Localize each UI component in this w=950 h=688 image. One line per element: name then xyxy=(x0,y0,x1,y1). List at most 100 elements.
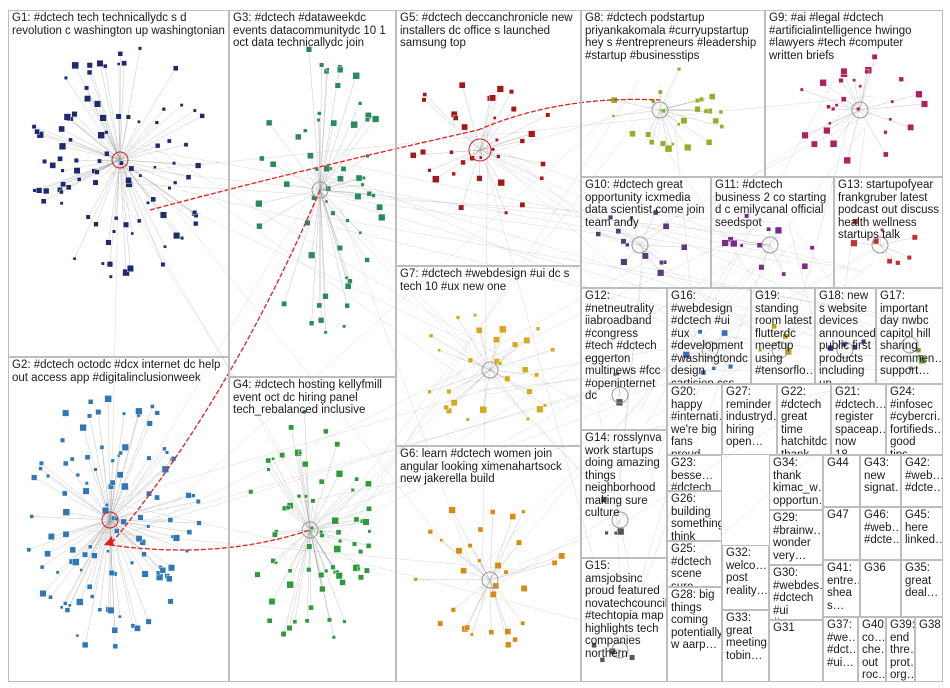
node-marker xyxy=(811,140,818,148)
node-marker xyxy=(180,236,184,240)
inter-group-edge xyxy=(107,95,873,175)
edge-line xyxy=(308,49,321,191)
node-marker xyxy=(915,90,923,98)
group-label-g15: G15: amsjobsinc proud featured novatechc… xyxy=(585,560,667,660)
group-box-g10: G10: #dctech great opportunity icxmedia … xyxy=(581,177,711,288)
edge-line xyxy=(119,110,195,161)
node-marker xyxy=(104,503,109,507)
inter-group-edge xyxy=(477,257,653,358)
inter-group-edge xyxy=(299,371,921,504)
node-marker xyxy=(308,604,314,611)
node-marker xyxy=(304,494,308,499)
node-marker xyxy=(173,65,179,72)
node-marker xyxy=(106,261,113,268)
node-marker xyxy=(337,66,344,73)
node-marker xyxy=(40,198,47,204)
edge-line xyxy=(489,369,546,406)
node-marker xyxy=(490,591,497,598)
node-marker xyxy=(512,636,518,643)
node-marker xyxy=(841,341,848,347)
node-marker xyxy=(358,549,364,555)
hub-loop xyxy=(871,236,889,254)
node-marker xyxy=(84,481,89,486)
edge-line xyxy=(67,116,121,161)
node-marker xyxy=(76,598,84,606)
inter-group-edge xyxy=(788,221,827,374)
node-marker xyxy=(65,184,72,191)
node-marker xyxy=(458,81,466,89)
edge-line xyxy=(429,149,481,171)
edge-line xyxy=(489,579,492,633)
edge-line xyxy=(859,56,875,111)
inter-group-edge xyxy=(839,126,866,334)
node-marker xyxy=(344,303,350,309)
group-box-g24: G24: #infosec #cybercri… fortifieds… goo… xyxy=(886,384,943,455)
node-marker xyxy=(694,106,701,113)
edge-line xyxy=(318,120,321,191)
node-marker xyxy=(48,533,55,540)
node-marker xyxy=(774,226,782,234)
edge-line xyxy=(309,478,357,531)
node-marker xyxy=(255,200,263,208)
group-box-g45: G45: here linked… xyxy=(901,507,943,560)
hub-loop xyxy=(771,341,789,359)
node-marker xyxy=(342,324,346,329)
node-marker xyxy=(446,389,452,394)
node-marker xyxy=(330,119,338,127)
node-marker xyxy=(97,607,103,612)
node-marker xyxy=(265,457,272,464)
node-marker xyxy=(604,530,609,535)
node-marker xyxy=(192,210,198,215)
group-label-g21: G21: #dctech… register spaceap… now 18… xyxy=(835,386,886,455)
edge-line xyxy=(879,244,898,263)
node-marker xyxy=(721,329,728,337)
node-marker xyxy=(858,84,862,88)
edge-line xyxy=(489,562,555,581)
edge-line xyxy=(62,159,121,171)
node-marker xyxy=(137,218,142,224)
node-marker xyxy=(477,558,482,563)
node-marker xyxy=(677,122,681,127)
node-marker xyxy=(781,271,786,277)
edge-line xyxy=(829,109,861,124)
inter-group-edge xyxy=(460,141,660,254)
node-marker xyxy=(494,562,502,569)
inter-group-edge xyxy=(132,178,768,332)
node-marker xyxy=(125,176,132,184)
node-marker xyxy=(550,347,555,353)
node-marker xyxy=(437,348,441,352)
node-marker xyxy=(86,62,93,69)
node-marker xyxy=(58,125,65,133)
edge-line xyxy=(91,519,111,597)
node-marker xyxy=(134,625,141,632)
edge-line xyxy=(109,519,121,617)
node-marker xyxy=(114,528,120,534)
node-marker xyxy=(883,130,888,135)
node-marker xyxy=(39,590,47,597)
node-marker xyxy=(427,389,432,394)
node-marker xyxy=(279,452,286,459)
node-marker xyxy=(34,128,40,135)
group-label-g29: G29: #brainw… wonder very… xyxy=(773,512,823,562)
node-marker xyxy=(75,633,80,638)
edge-line xyxy=(95,159,121,225)
edge-line xyxy=(309,489,353,531)
edge-line xyxy=(89,65,121,161)
inter-group-edge xyxy=(314,192,626,518)
node-marker xyxy=(39,460,44,466)
edge-line xyxy=(34,477,111,521)
group-box-g16: G16: #webdesign #dctech #ui #ux #develop… xyxy=(667,288,751,384)
node-marker xyxy=(64,607,71,613)
node-marker xyxy=(739,243,744,248)
edge-line xyxy=(833,108,861,111)
edge-line xyxy=(268,469,311,531)
group-label-g14: G14: rosslynva work startups doing amazi… xyxy=(585,432,662,519)
edge-line xyxy=(119,63,125,161)
edge-line xyxy=(319,118,376,191)
edge-line xyxy=(836,104,861,111)
group-box-g32: G32: welco… post reality… xyxy=(722,545,769,610)
node-marker xyxy=(155,143,161,149)
node-marker xyxy=(48,595,53,600)
node-marker xyxy=(358,101,363,106)
